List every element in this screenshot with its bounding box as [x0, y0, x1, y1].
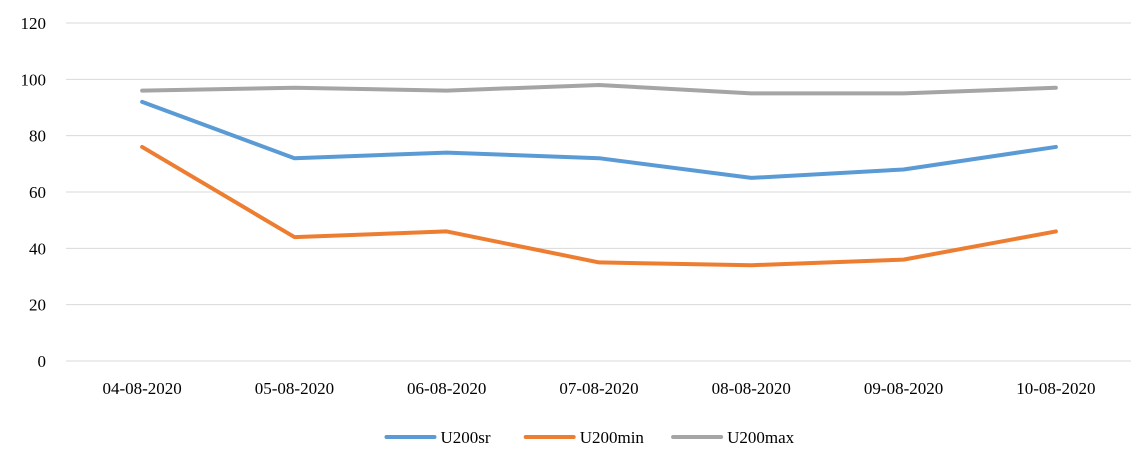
y-tick-label: 60: [29, 183, 46, 202]
x-tick-label: 05-08-2020: [255, 379, 334, 398]
x-axis-tick-labels: 04-08-2020 05-08-2020 06-08-2020 07-08-2020…: [102, 379, 1095, 398]
y-tick-label: 20: [29, 296, 46, 315]
x-tick-label: 08-08-2020: [712, 379, 791, 398]
series-line-U200max: [140, 82, 1058, 96]
y-tick-label: 100: [21, 70, 47, 89]
y-tick-label: 40: [29, 239, 46, 258]
legend-label: U200sr: [441, 428, 491, 447]
legend: U200sr U200min U200max: [384, 428, 795, 447]
legend-label: U200min: [580, 428, 645, 447]
legend-item-U200max: U200max: [671, 428, 795, 447]
legend-label: U200max: [727, 428, 795, 447]
y-tick-label: 0: [38, 352, 47, 371]
x-tick-label: 06-08-2020: [407, 379, 486, 398]
series-lines: [140, 82, 1058, 268]
legend-item-U200sr: U200sr: [384, 428, 491, 447]
y-tick-label: 80: [29, 127, 46, 146]
y-axis-tick-labels: 0 20 40 60 80 100 120: [21, 14, 47, 371]
x-tick-label: 04-08-2020: [102, 379, 181, 398]
x-tick-label: 07-08-2020: [559, 379, 638, 398]
gridlines: [66, 22, 1131, 362]
legend-item-U200min: U200min: [523, 428, 645, 447]
series-line-U200min: [140, 144, 1058, 268]
x-tick-label: 10-08-2020: [1016, 379, 1095, 398]
series-line-U200sr: [140, 99, 1058, 180]
y-tick-label: 120: [21, 14, 47, 33]
x-tick-label: 09-08-2020: [864, 379, 943, 398]
